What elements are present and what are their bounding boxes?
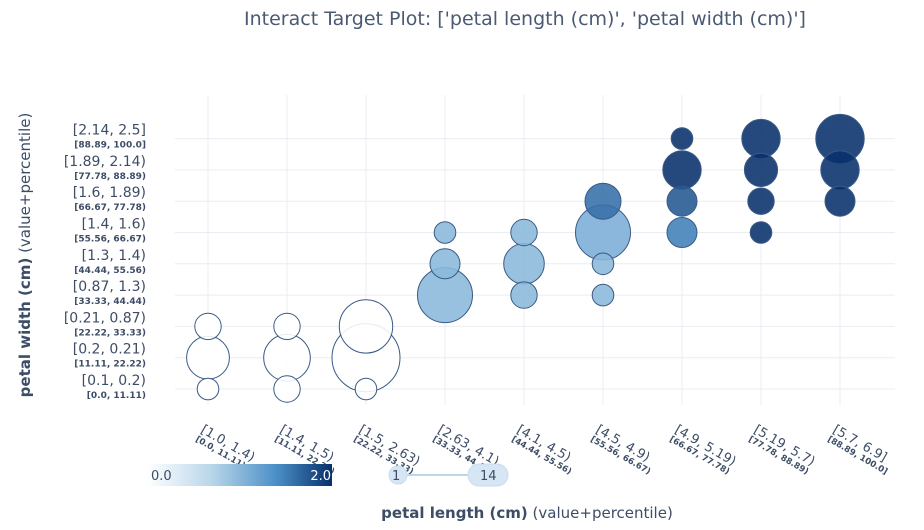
y-axis-label-bold: petal width (cm) [16, 258, 34, 398]
bubble-x3-y5 [433, 221, 457, 244]
size-legend-min-label: 1 [392, 469, 400, 484]
bubble-x6-y8 [670, 127, 694, 150]
bubble-x7-y6 [747, 187, 775, 215]
colorbar [147, 464, 332, 486]
y-tick-value-1: [0.2, 0.21) [73, 342, 146, 358]
bubble-x6-y5 [666, 217, 698, 248]
size-legend-min-marker [388, 465, 408, 485]
bubble-x5-y6 [584, 182, 622, 220]
bubble-x8-y6 [824, 185, 856, 217]
x-axis-label-suffix: (value+percentile) [528, 504, 673, 522]
colorbar-max-label: 2.0 [310, 469, 331, 484]
x-tick-4: [4.1, 4.5)[44.44, 55.56) [510, 422, 574, 477]
y-axis-label: petal width (cm) (value+percentile) [16, 113, 34, 398]
size-legend-max-label: 14 [480, 469, 497, 484]
bubble-x6-y7 [662, 150, 702, 190]
bubble-x2-y2 [338, 299, 394, 354]
y-tick-percentile-1: [11.11, 22.22) [74, 360, 146, 370]
chart-title: Interact Target Plot: ['petal length (cm… [244, 8, 806, 30]
bubble-x1-y0 [273, 375, 301, 403]
y-tick-value-3: [0.87, 1.3) [73, 279, 146, 295]
bubble-x4-y5 [510, 218, 538, 247]
x-tick-7: [5.19, 5.7)[77.78, 88.89) [747, 422, 818, 477]
x-tick-2: [1.5, 2.63)[22.22, 33.33) [352, 422, 423, 477]
y-tick-percentile-4: [44.44, 55.56) [74, 266, 146, 276]
size-legend-max-marker [467, 463, 509, 487]
y-tick-value-6: [1.6, 1.89) [73, 185, 146, 201]
bubble-x5-y4 [591, 252, 615, 276]
y-tick-value-8: [2.14, 2.5] [73, 123, 146, 139]
y-tick-value-4: [1.3, 1.4) [82, 248, 146, 264]
colorbar-min-label: 0.0 [151, 469, 172, 484]
x-tick-5: [4.5, 4.9)[55.56, 66.67) [589, 422, 653, 477]
bubble-x1-y1 [263, 333, 311, 382]
bubble-x7-y5 [749, 221, 773, 244]
y-tick-percentile-7: [77.78, 88.89) [74, 172, 146, 182]
bubble-x8-y7 [820, 150, 860, 190]
y-tick-labels: [0.1, 0.2) [0.0, 11.11) [0.2, 0.21) [11.11,… [64, 123, 146, 401]
y-tick-value-2: [0.21, 0.87) [64, 310, 146, 326]
bubble-x7-y7 [743, 152, 779, 187]
y-axis-label-suffix: (value+percentile) [16, 113, 34, 258]
bubble-x0-y0 [196, 377, 220, 401]
y-tick-percentile-5: [55.56, 66.67) [74, 235, 146, 245]
bubble-x1-y2 [273, 312, 301, 341]
y-tick-value-0: [0.1, 0.2) [82, 373, 146, 389]
y-tick-percentile-3: [33.33, 44.44) [74, 297, 146, 307]
y-tick-percentile-0: [0.0, 11.11) [87, 391, 146, 401]
y-tick-percentile-6: [66.67, 77.78) [74, 203, 146, 213]
x-axis-label: petal length (cm) (value+percentile) [381, 504, 673, 522]
bubble-x6-y6 [666, 185, 698, 217]
y-tick-value-5: [1.4, 1.6) [82, 217, 146, 233]
x-tick-8: [5.7, 6.9][88.89, 100.0] [826, 422, 890, 477]
bubbles [186, 113, 865, 403]
bubble-x2-y0 [354, 377, 378, 401]
bubble-x4-y4 [503, 242, 545, 285]
y-tick-value-7: [1.89, 2.14) [64, 154, 146, 170]
x-axis-label-bold: petal length (cm) [381, 504, 528, 522]
bubble-x5-y3 [591, 283, 615, 307]
bubble-x0-y1 [186, 335, 230, 380]
bubble-x0-y2 [194, 312, 222, 341]
bubble-x3-y4 [429, 248, 461, 280]
y-tick-percentile-8: [88.89, 100.0] [74, 141, 146, 151]
bubble-x7-y8 [741, 118, 781, 159]
bubble-x4-y3 [510, 281, 538, 309]
y-tick-percentile-2: [22.22, 33.33) [74, 328, 146, 338]
x-tick-6: [4.9, 5.19)[66.67, 77.78) [668, 422, 739, 477]
